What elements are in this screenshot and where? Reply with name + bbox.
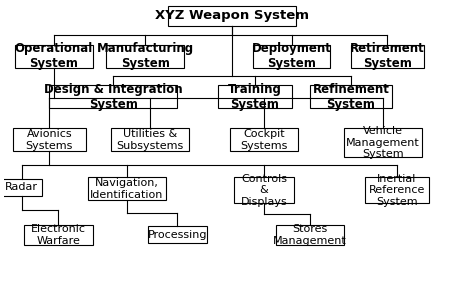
Text: Navigation,
Identification: Navigation, Identification [90,178,164,200]
FancyBboxPatch shape [24,225,93,245]
FancyBboxPatch shape [351,45,424,68]
Text: Training
System: Training System [228,83,282,111]
Text: Avionics
Systems: Avionics Systems [25,129,73,150]
FancyBboxPatch shape [15,45,93,68]
Text: Electronic
Warfare: Electronic Warfare [31,224,86,246]
FancyBboxPatch shape [1,179,43,196]
Text: Manufacturing
System: Manufacturing System [97,42,194,70]
FancyBboxPatch shape [147,226,207,244]
FancyBboxPatch shape [219,85,292,108]
FancyBboxPatch shape [111,128,188,151]
Text: XYZ Weapon System: XYZ Weapon System [155,9,309,22]
Text: Utilities &
Subsystems: Utilities & Subsystems [116,129,183,150]
Text: Processing: Processing [147,230,207,240]
Text: Deployment
System: Deployment System [252,42,331,70]
Text: Retirement
System: Retirement System [350,42,425,70]
Text: Operational
System: Operational System [15,42,93,70]
Text: Controls
&
Displays: Controls & Displays [241,173,287,207]
FancyBboxPatch shape [106,45,184,68]
Text: Radar: Radar [6,182,38,192]
FancyBboxPatch shape [344,128,422,157]
Text: Cockpit
Systems: Cockpit Systems [240,129,288,150]
FancyBboxPatch shape [275,225,344,245]
FancyBboxPatch shape [230,128,298,151]
Text: Vehicle
Management
System: Vehicle Management System [346,126,420,159]
FancyBboxPatch shape [310,85,392,108]
FancyBboxPatch shape [365,177,429,203]
Text: Refinement
System: Refinement System [312,83,389,111]
FancyBboxPatch shape [49,85,177,108]
FancyBboxPatch shape [168,6,296,26]
Text: Inertial
Reference
System: Inertial Reference System [368,173,425,207]
FancyBboxPatch shape [234,177,294,203]
Text: Design & Integration
System: Design & Integration System [44,83,182,111]
FancyBboxPatch shape [253,45,330,68]
FancyBboxPatch shape [88,177,166,200]
Text: Stores
Management: Stores Management [273,224,346,246]
FancyBboxPatch shape [13,128,86,151]
